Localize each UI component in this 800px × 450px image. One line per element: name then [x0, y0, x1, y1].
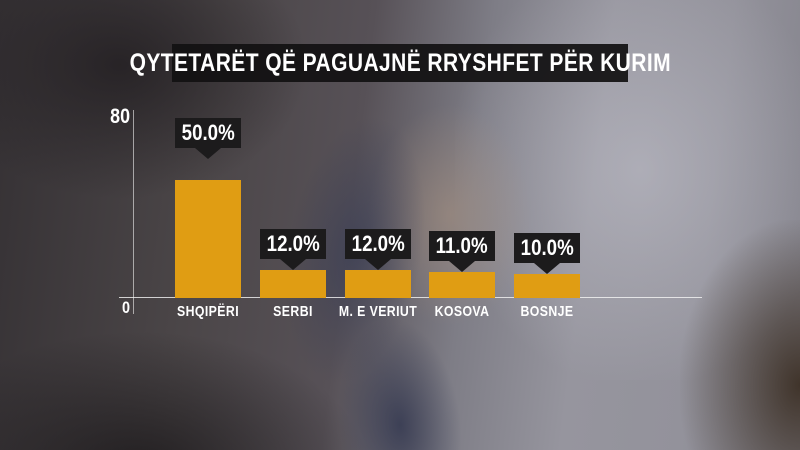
background-stethoscope-tubes [321, 302, 479, 450]
bar-bosnje [514, 274, 580, 298]
background-shadow-top-left [0, 0, 310, 200]
value-callout-pointer [195, 148, 221, 159]
y-axis-line [133, 110, 134, 314]
category-label: BOSNJE [520, 303, 574, 320]
y-axis-tick-zero: 0 [121, 298, 130, 317]
value-callout: 12.0% [260, 229, 326, 259]
value-callout-pointer [365, 259, 391, 270]
bar-kosova [429, 272, 495, 298]
value-label: 12.0% [351, 231, 405, 256]
background-shadow-bottom-left [0, 330, 370, 450]
category-label: KOSOVA [434, 303, 490, 320]
chart-title-bar: QYTETARËT QË PAGUAJNË RRYSHFET PËR KURIM [129, 44, 670, 82]
category-label: M. E VERIUT [338, 303, 418, 320]
value-callout: 11.0% [429, 231, 495, 261]
bar-serbi [260, 270, 326, 298]
value-label: 50.0% [181, 120, 235, 145]
value-label: 11.0% [435, 233, 488, 258]
background-shadow-right [680, 220, 800, 450]
value-callout-pointer [280, 259, 306, 270]
category-label: SERBI [273, 303, 313, 320]
bar-m-e-veriut [345, 270, 411, 298]
bar-shqipëri [175, 180, 241, 298]
value-callout: 12.0% [345, 229, 411, 259]
value-label: 12.0% [266, 231, 320, 256]
value-label: 10.0% [520, 235, 574, 260]
value-callout: 10.0% [514, 233, 580, 263]
category-label: SHQIPËRI [176, 303, 240, 320]
value-callout: 50.0% [175, 118, 241, 148]
chart-title: QYTETARËT QË PAGUAJNË RRYSHFET PËR KURIM [129, 48, 671, 77]
y-axis-tick-max: 80 [110, 105, 130, 128]
value-callout-pointer [449, 261, 475, 272]
value-callout-pointer [534, 263, 560, 274]
